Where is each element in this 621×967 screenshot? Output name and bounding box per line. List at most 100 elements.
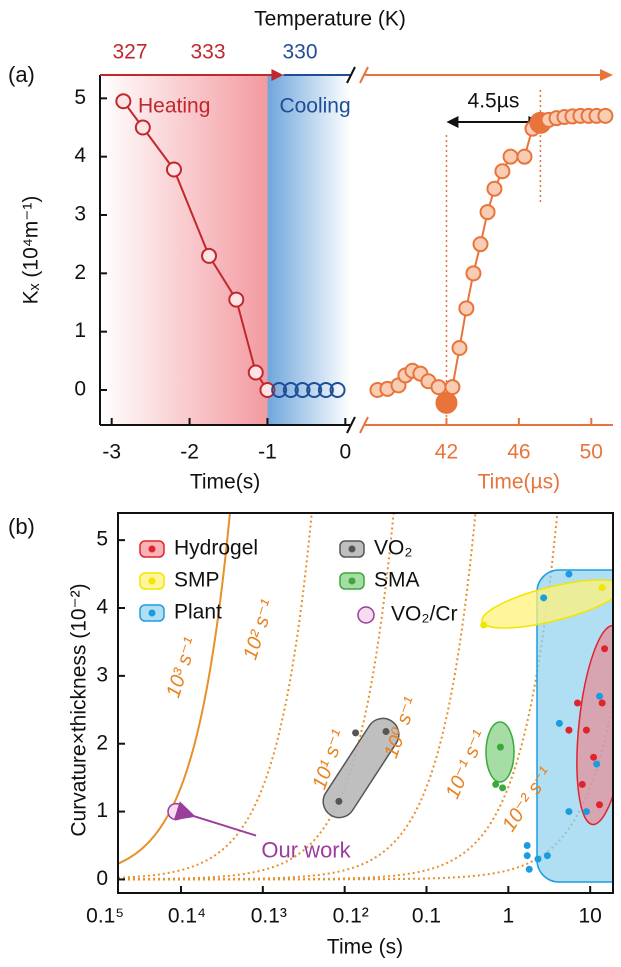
data-point bbox=[574, 699, 582, 707]
legend-label: VO₂/Cr bbox=[391, 603, 458, 626]
data-point bbox=[134, 119, 151, 136]
y-tick-label: 4 bbox=[74, 144, 86, 167]
region bbox=[322, 717, 400, 819]
axis-break bbox=[359, 416, 369, 434]
x-tick-label: 0 bbox=[339, 441, 351, 464]
data-point bbox=[534, 855, 542, 863]
legend-dot bbox=[348, 577, 356, 585]
data-point bbox=[590, 753, 598, 761]
axis-break bbox=[346, 416, 356, 434]
data-point bbox=[228, 291, 245, 308]
data-point bbox=[317, 382, 334, 398]
y-tick-label: 5 bbox=[74, 86, 86, 109]
data-point bbox=[335, 797, 343, 805]
x-axis-label: Time(s) bbox=[190, 471, 260, 494]
series-line bbox=[377, 114, 606, 406]
data-point bbox=[543, 852, 551, 860]
x-tick-label: 0.1³ bbox=[251, 905, 287, 928]
data-point bbox=[282, 382, 299, 398]
annotation: Our work bbox=[261, 837, 351, 862]
data-point bbox=[525, 865, 533, 873]
top-arrowhead bbox=[271, 69, 284, 81]
x2-tick-label: 46 bbox=[507, 441, 530, 464]
legend-label: VO₂ bbox=[374, 537, 413, 560]
data-point bbox=[382, 728, 390, 735]
data-point bbox=[596, 801, 604, 809]
legend-label: SMP bbox=[174, 569, 220, 592]
rate-curve bbox=[118, 698, 613, 881]
data-point bbox=[165, 161, 182, 178]
rate-curve bbox=[118, 513, 395, 881]
rate-label: 10² s⁻¹ bbox=[239, 597, 279, 663]
y-tick-label: 3 bbox=[74, 203, 86, 226]
legend-dot bbox=[148, 609, 156, 617]
x-tick-label: 1 bbox=[503, 905, 515, 928]
data-point bbox=[444, 379, 461, 396]
legend-label: SMA bbox=[374, 569, 420, 592]
panel-a: (a) Temperature (K) Kₓ (10⁴m⁻¹) 327 333 33… bbox=[8, 8, 614, 494]
y-tick-label: 3 bbox=[96, 663, 108, 686]
temperature-tick-label: 333 bbox=[190, 41, 225, 64]
data-point bbox=[555, 719, 563, 727]
series-label: Heating bbox=[138, 95, 210, 118]
data-point bbox=[294, 382, 311, 398]
data-point bbox=[201, 247, 218, 264]
y-tick-label: 0 bbox=[74, 378, 86, 401]
data-point bbox=[596, 692, 604, 700]
data-point bbox=[115, 93, 132, 110]
legend-dot bbox=[148, 545, 156, 553]
data-point bbox=[565, 808, 573, 816]
data-point bbox=[565, 726, 573, 734]
axis-break bbox=[359, 66, 369, 84]
data-point bbox=[582, 808, 590, 816]
series-label: Cooling bbox=[279, 95, 350, 118]
legend-dot bbox=[148, 577, 156, 585]
data-point bbox=[472, 236, 489, 253]
data-point bbox=[306, 382, 323, 398]
data-point bbox=[329, 382, 346, 398]
data-point bbox=[598, 584, 606, 592]
data-point bbox=[516, 148, 533, 165]
data-point bbox=[593, 760, 601, 768]
data-point bbox=[435, 391, 458, 414]
plot-frame bbox=[117, 512, 614, 894]
plot-area bbox=[118, 513, 613, 883]
data-point bbox=[540, 594, 548, 602]
x2-tick-label: 50 bbox=[580, 441, 603, 464]
data-point bbox=[430, 379, 447, 396]
data-point bbox=[352, 729, 360, 737]
panel-label: (b) bbox=[8, 514, 35, 539]
data-point bbox=[167, 802, 185, 821]
rate-label: 10³ s⁻¹ bbox=[162, 635, 202, 701]
temperature-tick-label: 330 bbox=[282, 41, 317, 64]
data-point bbox=[458, 300, 475, 317]
y-tick-label: 2 bbox=[74, 261, 86, 284]
legend-dot bbox=[348, 545, 356, 553]
data-point bbox=[247, 364, 264, 381]
x-tick-label: 10 bbox=[579, 905, 602, 928]
x-tick-label: -1 bbox=[258, 441, 277, 464]
data-point bbox=[578, 780, 586, 788]
arrowhead bbox=[446, 116, 459, 128]
data-point bbox=[565, 570, 573, 578]
y-tick-label: 5 bbox=[96, 528, 108, 551]
data-point bbox=[523, 842, 531, 849]
cooling-region bbox=[267, 75, 350, 425]
region bbox=[485, 721, 515, 783]
data-point bbox=[271, 382, 288, 398]
data-point bbox=[465, 265, 482, 282]
x-tick-label: 0.1² bbox=[333, 905, 369, 928]
data-point bbox=[523, 852, 531, 860]
axis-break bbox=[346, 66, 356, 84]
data-point bbox=[479, 204, 496, 221]
x2-axis-label: Time(µs) bbox=[478, 471, 560, 494]
x-tick-label: 0.1⁴ bbox=[168, 905, 206, 928]
x-axis-label: Time (s) bbox=[327, 936, 403, 959]
x-tick-label: 0.1 bbox=[412, 905, 441, 928]
x2-tick-label: 42 bbox=[435, 441, 458, 464]
data-point bbox=[486, 180, 503, 197]
y-tick-label: 1 bbox=[74, 319, 86, 342]
y-tick-label: 2 bbox=[96, 731, 108, 754]
